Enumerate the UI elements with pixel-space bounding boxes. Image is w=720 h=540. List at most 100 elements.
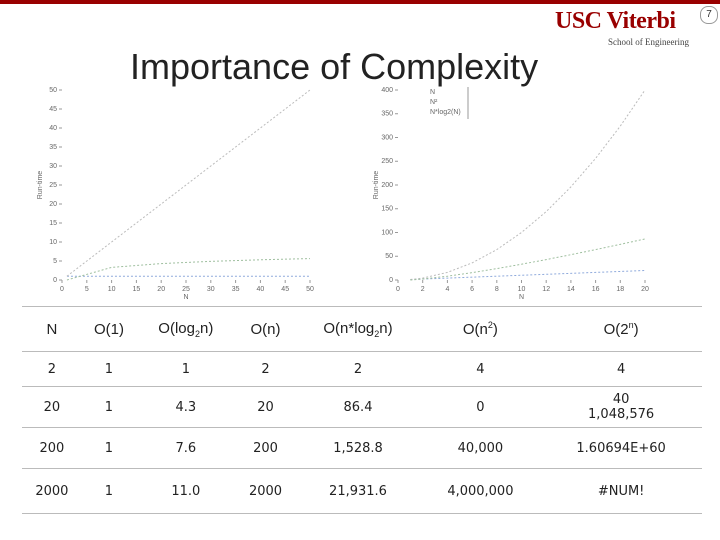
table-row: 2 1 1 2 2 4 4 <box>22 351 702 387</box>
cell-text: 2 <box>353 361 363 377</box>
text: O(n*log <box>323 319 375 337</box>
y-tick-label: 300 <box>381 134 393 141</box>
table-cell: 40 1,048,576 <box>540 386 702 428</box>
x-tick-label: 16 <box>592 286 600 293</box>
cell-text: 1 <box>104 361 114 377</box>
x-axis-label: N <box>183 294 188 301</box>
cell-text: 2 <box>47 361 57 377</box>
cell-text: #NUM! <box>597 483 645 499</box>
series-line <box>66 258 311 281</box>
table-cell: 11.0 <box>136 468 236 514</box>
header-row: N O(1) O(log2n) O(n) O(n*log2n) O(n2) O(… <box>22 306 702 352</box>
text: O(n <box>462 321 488 338</box>
y-tick-label: 35 <box>49 144 57 151</box>
x-tick-label: 2 <box>421 286 425 293</box>
x-axis-label: N <box>519 294 524 301</box>
cell-text: 40,000 <box>457 440 504 456</box>
y-tick-label: 350 <box>381 111 393 118</box>
table-cell: 2 <box>295 351 421 387</box>
cell-text: 1 <box>104 399 114 415</box>
table-cell: 1.60694E+60 <box>540 427 702 469</box>
header-cell: O(n) <box>235 306 296 352</box>
cell-text: 200 <box>253 440 278 456</box>
y-tick-label: 30 <box>49 163 57 170</box>
legend-label: N*log2(N) <box>430 109 461 116</box>
table-cell: 200 <box>22 427 82 469</box>
x-tick-label: 25 <box>182 286 190 293</box>
x-tick-label: 20 <box>641 286 649 293</box>
top-bar <box>0 0 720 4</box>
table-cell: 2000 <box>22 468 82 514</box>
table-cell: 200 <box>235 427 296 469</box>
x-tick-label: 0 <box>396 286 400 293</box>
y-tick-label: 40 <box>49 125 57 132</box>
table-cell: 4.3 <box>136 386 236 428</box>
y-tick-label: 250 <box>381 158 393 165</box>
table-cell: 2 <box>235 351 296 387</box>
table-cell: 4,000,000 <box>420 468 541 514</box>
cell-text: 1.60694E+60 <box>576 440 666 456</box>
y-tick-label: 50 <box>385 253 393 260</box>
x-tick-label: 15 <box>133 286 141 293</box>
y-tick-label: 10 <box>49 239 57 246</box>
cell-text: 1,048,576 <box>588 407 655 422</box>
text: O(log <box>158 319 195 337</box>
cell-text: 11.0 <box>171 483 201 499</box>
table-cell: 1 <box>136 351 236 387</box>
text: O(n) <box>250 320 281 338</box>
table-row: 2000 1 11.0 2000 21,931.6 4,000,000 #NUM! <box>22 468 702 514</box>
x-tick-label: 12 <box>542 286 550 293</box>
legend-label: N <box>430 89 435 96</box>
series-line <box>410 270 646 281</box>
table-cell: 0 <box>420 386 541 428</box>
table-row: 200 1 7.6 200 1,528.8 40,000 1.60694E+60 <box>22 427 702 469</box>
header-cell: O(n2) <box>420 306 541 352</box>
series-line <box>410 238 646 281</box>
table-cell: #NUM! <box>540 468 702 514</box>
table: N O(1) O(log2n) O(n) O(n*log2n) O(n2) O(… <box>22 306 702 514</box>
cell-text: 7.6 <box>175 440 197 456</box>
text: ) <box>492 321 498 338</box>
cell-text: 4 <box>616 361 626 377</box>
table-cell: 1 <box>81 468 137 514</box>
x-tick-label: 40 <box>257 286 265 293</box>
x-tick-label: 6 <box>470 286 474 293</box>
cell-text: 200 <box>39 440 65 456</box>
text: n) <box>200 319 214 337</box>
x-tick-label: 14 <box>567 286 575 293</box>
table-cell: 1 <box>81 351 137 387</box>
table-cell: 2000 <box>235 468 296 514</box>
table-cell: 7.6 <box>136 427 236 469</box>
x-tick-label: 4 <box>445 286 449 293</box>
y-tick-label: 400 <box>381 87 393 94</box>
header-cell: O(log2n) <box>136 306 236 352</box>
legend-label: N² <box>430 99 438 106</box>
y-tick-label: 25 <box>49 182 57 189</box>
header-cell: O(n*log2n) <box>295 306 421 352</box>
cell-text: 0 <box>476 399 485 415</box>
table-cell: 1 <box>81 427 137 469</box>
text: O(2 <box>603 321 629 338</box>
header-cell: N <box>22 306 82 352</box>
x-tick-label: 45 <box>281 286 289 293</box>
cell-text: 4.3 <box>175 399 197 415</box>
x-tick-label: 5 <box>85 286 89 293</box>
series-line <box>66 89 311 277</box>
y-tick-label: 20 <box>49 201 57 208</box>
superscript: 2 <box>487 320 493 330</box>
x-tick-label: 30 <box>207 286 215 293</box>
slide-title: Importance of Complexity <box>130 46 539 87</box>
subscript: 2 <box>374 328 380 339</box>
subscript: 2 <box>194 328 200 339</box>
y-tick-label: 45 <box>49 106 57 113</box>
y-tick-label: 0 <box>389 277 393 284</box>
text: n) <box>379 319 393 337</box>
series-line <box>410 89 646 281</box>
cell-text: 2000 <box>248 483 283 499</box>
slide-number: 7 <box>700 6 718 24</box>
cell-text: 20 <box>43 399 61 415</box>
cell-text: 4,000,000 <box>447 483 514 499</box>
text: N <box>46 320 58 338</box>
cell-text: 86.4 <box>343 399 373 415</box>
